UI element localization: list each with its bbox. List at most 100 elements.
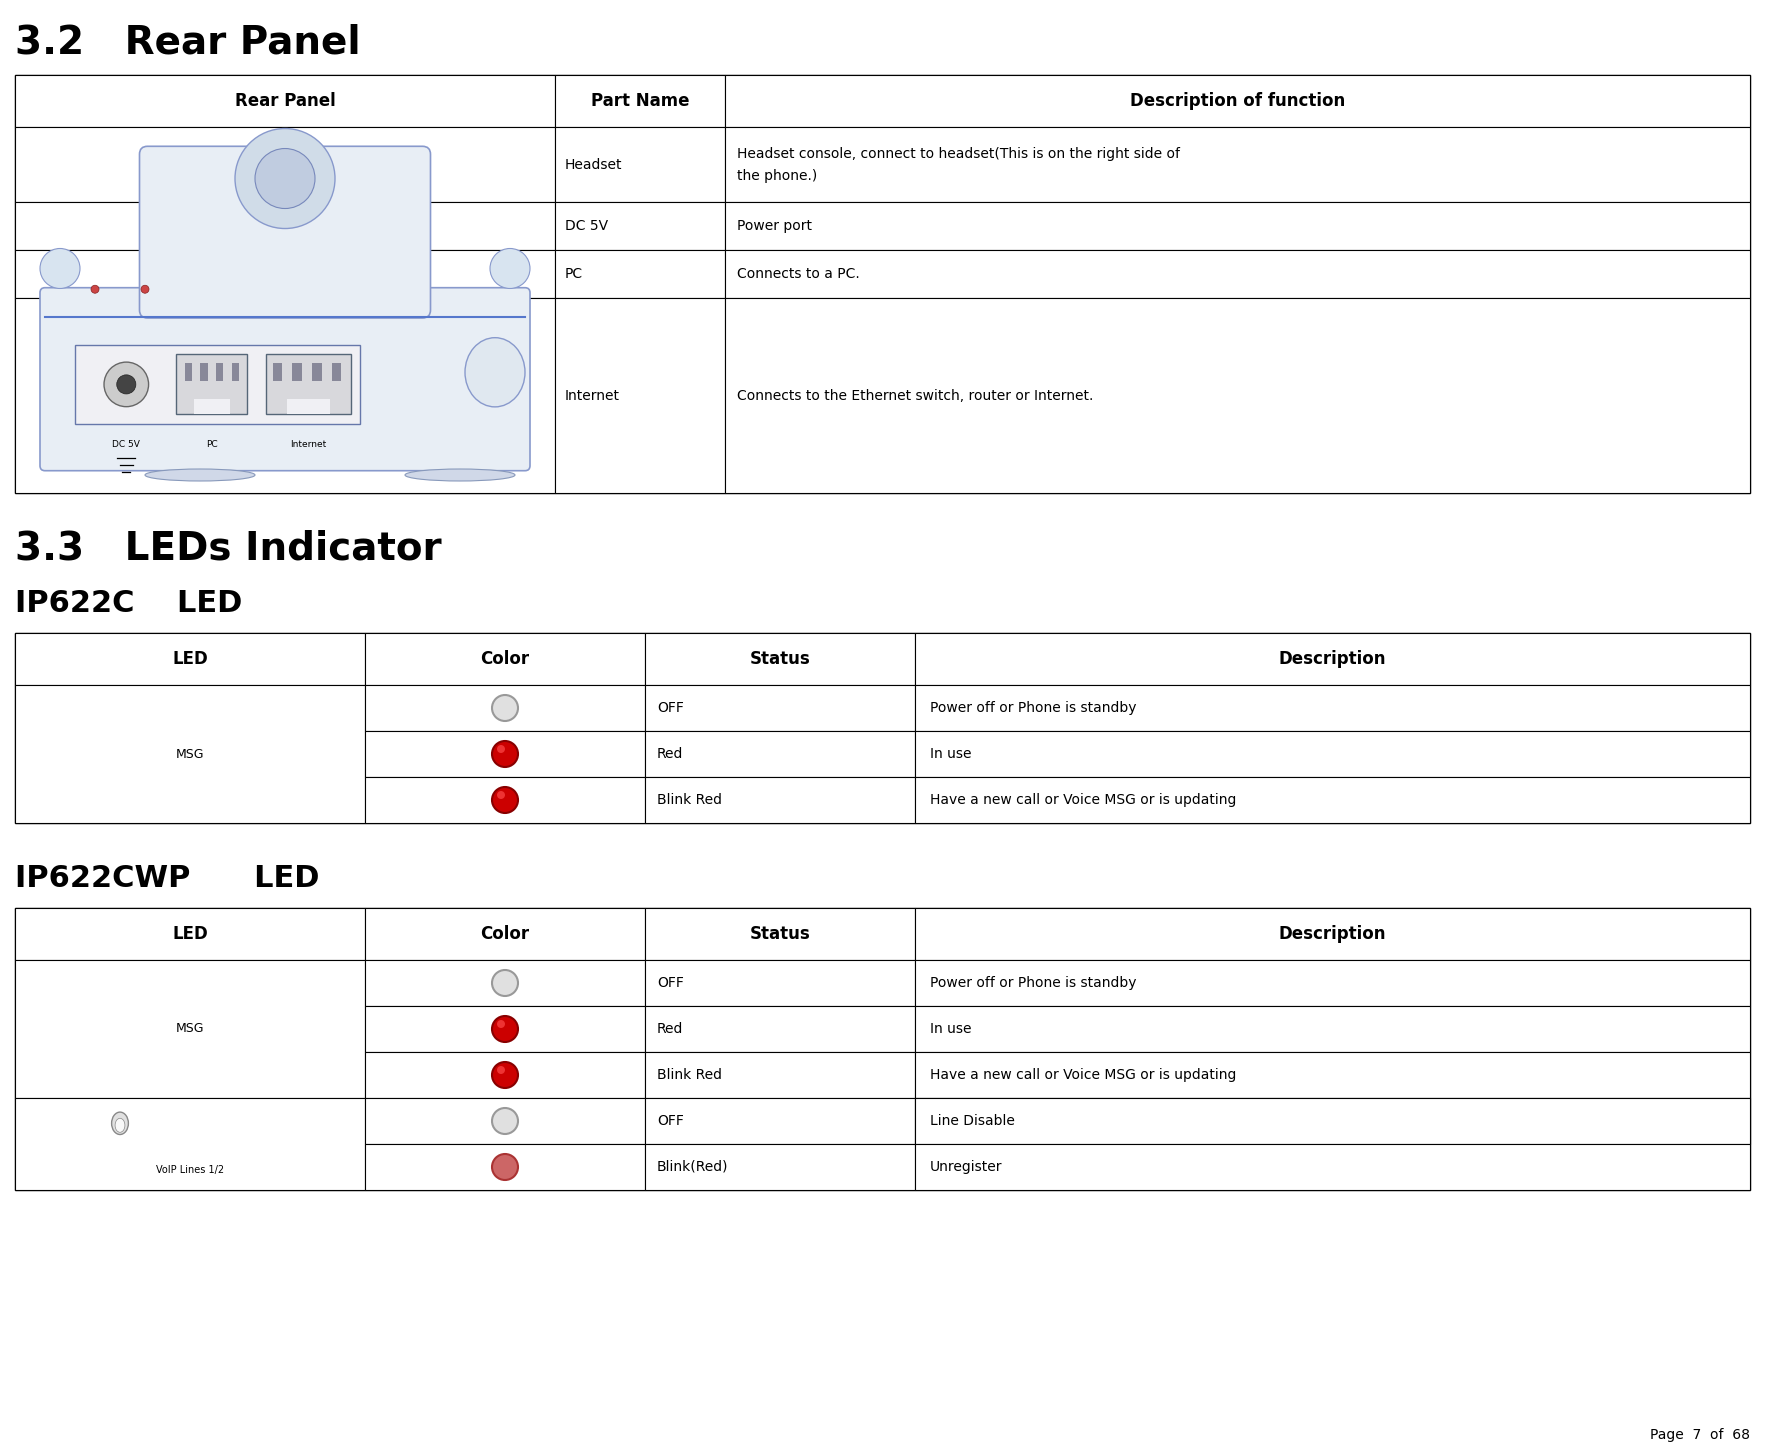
- Bar: [555, 202, 726, 250]
- Bar: [288, 399, 330, 413]
- Bar: [366, 633, 645, 685]
- Bar: [366, 908, 645, 960]
- Bar: [366, 1099, 645, 1144]
- Text: Power port: Power port: [736, 220, 812, 233]
- Text: MSG: MSG: [177, 748, 205, 761]
- Text: Color: Color: [480, 925, 530, 943]
- Bar: [14, 960, 366, 1099]
- Text: Description of function: Description of function: [1130, 92, 1346, 111]
- Bar: [194, 399, 230, 413]
- Text: Headset: Headset: [565, 157, 622, 172]
- Bar: [14, 633, 366, 685]
- Circle shape: [104, 362, 148, 406]
- Bar: [645, 1052, 915, 1099]
- Bar: [645, 685, 915, 730]
- Bar: [645, 1005, 915, 1052]
- Text: Blink(Red): Blink(Red): [657, 1160, 729, 1174]
- Bar: [267, 354, 351, 413]
- Text: LED: LED: [171, 650, 208, 668]
- Text: OFF: OFF: [657, 1115, 683, 1128]
- Bar: [726, 76, 1750, 127]
- Bar: [366, 730, 645, 777]
- Text: OFF: OFF: [657, 976, 683, 989]
- Bar: [645, 1144, 915, 1190]
- Bar: [14, 298, 555, 493]
- Text: 3.2   Rear Panel: 3.2 Rear Panel: [14, 23, 360, 61]
- Circle shape: [489, 249, 530, 288]
- Ellipse shape: [464, 338, 525, 407]
- Bar: [200, 364, 208, 381]
- Bar: [915, 1052, 1750, 1099]
- Bar: [74, 345, 360, 425]
- Text: Description: Description: [1279, 650, 1386, 668]
- Bar: [366, 1005, 645, 1052]
- Circle shape: [92, 285, 99, 294]
- Text: Part Name: Part Name: [592, 92, 689, 111]
- Text: In use: In use: [931, 1021, 971, 1036]
- Text: Red: Red: [657, 746, 683, 761]
- Circle shape: [496, 1067, 505, 1074]
- FancyBboxPatch shape: [140, 147, 431, 319]
- Circle shape: [493, 787, 517, 813]
- Text: the phone.): the phone.): [736, 169, 818, 182]
- Bar: [14, 685, 366, 824]
- Bar: [555, 127, 726, 202]
- FancyBboxPatch shape: [41, 288, 530, 471]
- Text: Connects to a PC.: Connects to a PC.: [736, 268, 860, 281]
- Bar: [231, 364, 238, 381]
- Text: IP622CWP      LED: IP622CWP LED: [14, 863, 320, 892]
- Bar: [366, 960, 645, 1005]
- Text: Line Disable: Line Disable: [931, 1115, 1015, 1128]
- Ellipse shape: [145, 469, 254, 482]
- Bar: [645, 777, 915, 824]
- Bar: [915, 960, 1750, 1005]
- Text: MSG: MSG: [177, 1023, 205, 1036]
- Bar: [14, 127, 555, 202]
- Text: VoIP Lines 1/2: VoIP Lines 1/2: [155, 1165, 224, 1174]
- Circle shape: [141, 285, 148, 294]
- Bar: [726, 127, 1750, 202]
- Bar: [555, 298, 726, 493]
- Bar: [14, 76, 555, 127]
- Text: Connects to the Ethernet switch, router or Internet.: Connects to the Ethernet switch, router …: [736, 388, 1093, 403]
- Circle shape: [493, 1062, 517, 1088]
- Bar: [915, 908, 1750, 960]
- Bar: [293, 364, 302, 381]
- Text: OFF: OFF: [657, 701, 683, 714]
- Bar: [272, 364, 283, 381]
- Bar: [332, 364, 341, 381]
- Bar: [215, 364, 223, 381]
- Circle shape: [493, 695, 517, 722]
- Text: Have a new call or Voice MSG or is updating: Have a new call or Voice MSG or is updat…: [931, 793, 1236, 808]
- Bar: [915, 633, 1750, 685]
- Bar: [915, 1099, 1750, 1144]
- Bar: [366, 685, 645, 730]
- Text: DC 5V: DC 5V: [565, 220, 608, 233]
- Text: DC 5V: DC 5V: [113, 441, 140, 450]
- Bar: [645, 1099, 915, 1144]
- Text: Headset console, connect to headset(This is on the right side of: Headset console, connect to headset(This…: [736, 147, 1180, 160]
- Circle shape: [254, 148, 314, 208]
- Text: Internet: Internet: [565, 388, 620, 403]
- Bar: [726, 298, 1750, 493]
- Circle shape: [496, 792, 505, 799]
- Ellipse shape: [404, 469, 516, 482]
- Bar: [14, 202, 555, 250]
- Circle shape: [493, 1109, 517, 1133]
- Text: Have a new call or Voice MSG or is updating: Have a new call or Voice MSG or is updat…: [931, 1068, 1236, 1083]
- Bar: [14, 908, 1750, 1190]
- Text: Power off or Phone is standby: Power off or Phone is standby: [931, 976, 1137, 989]
- Text: LED: LED: [171, 925, 208, 943]
- Bar: [726, 202, 1750, 250]
- Ellipse shape: [111, 1112, 129, 1135]
- Bar: [555, 76, 726, 127]
- Bar: [14, 633, 1750, 824]
- Text: PC: PC: [207, 441, 217, 450]
- Text: IP622C    LED: IP622C LED: [14, 588, 242, 617]
- Bar: [645, 633, 915, 685]
- Bar: [185, 364, 192, 381]
- Text: Rear Panel: Rear Panel: [235, 92, 336, 111]
- Circle shape: [496, 1020, 505, 1029]
- Bar: [726, 250, 1750, 298]
- Bar: [645, 730, 915, 777]
